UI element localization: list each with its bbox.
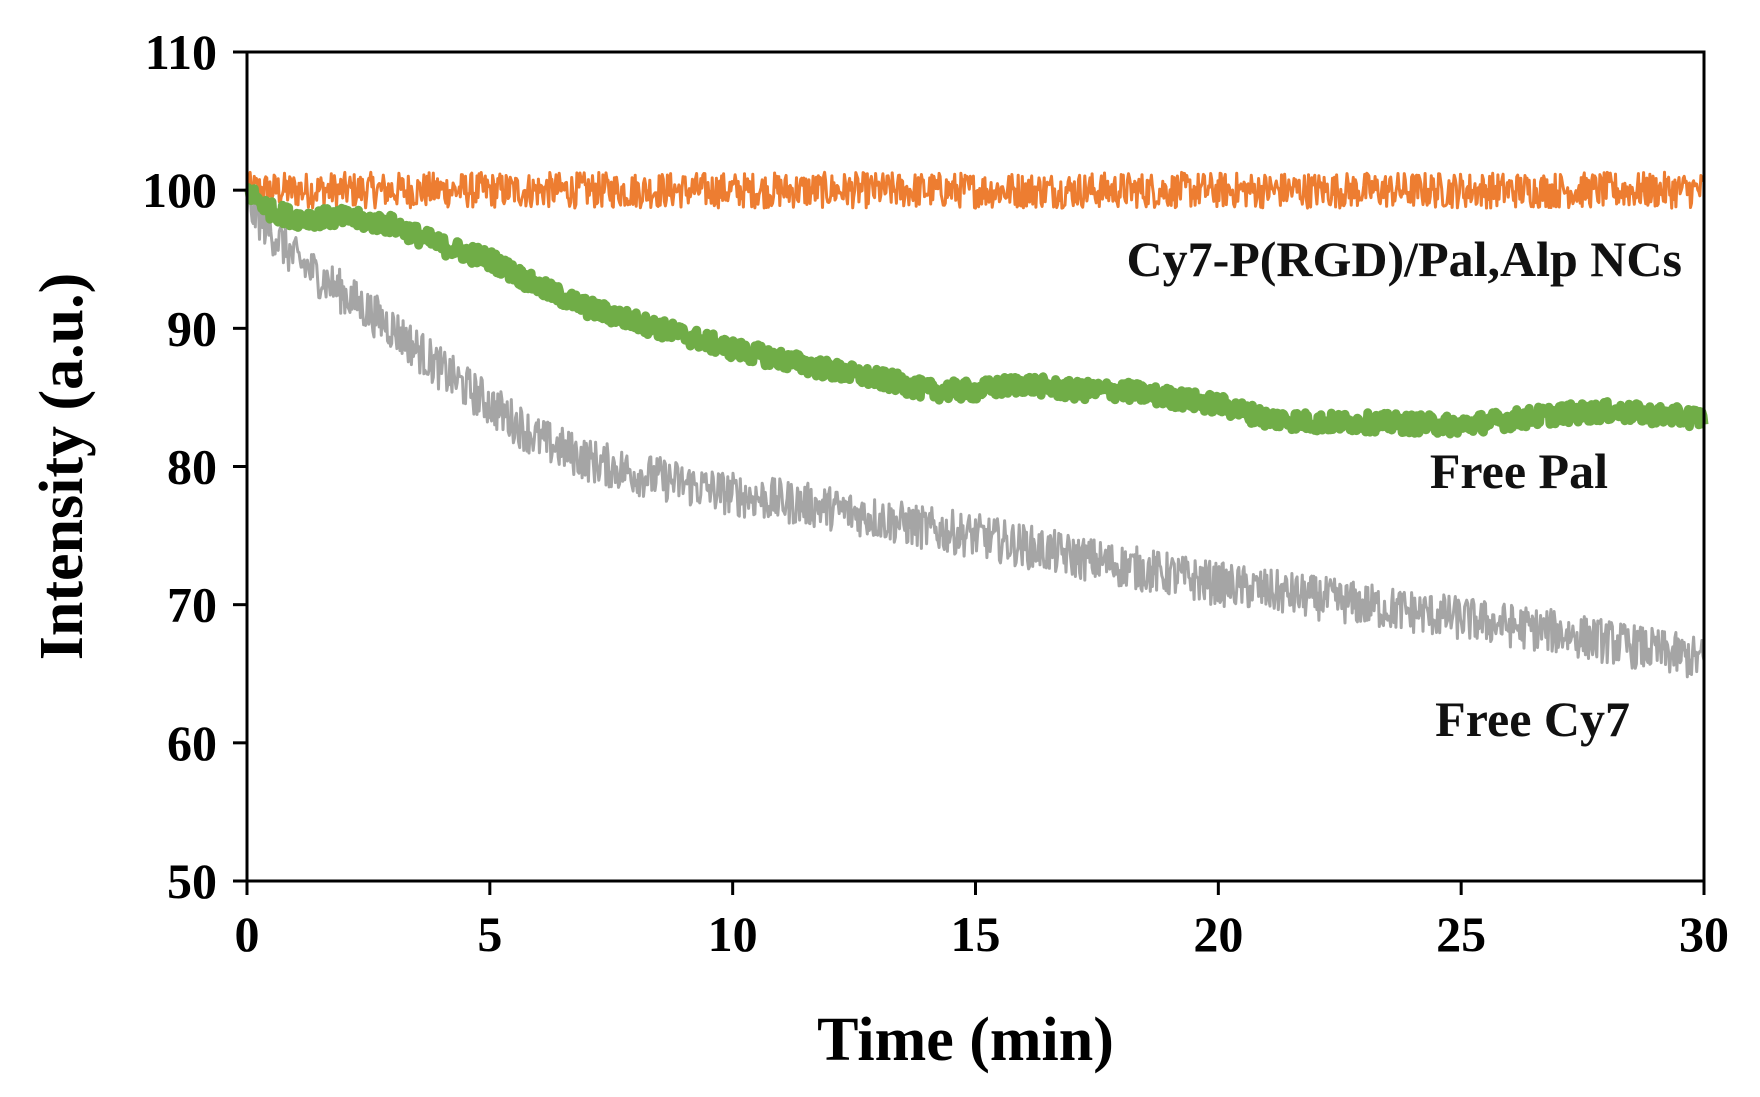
y-axis-title: Intensity (a.u.) (28, 273, 96, 661)
series-line-free-pal (243, 183, 1709, 439)
y-tick-label: 90 (167, 300, 217, 356)
series-label-cy7-nanocomplex: Cy7-P(RGD)/Pal,Alp NCs (1126, 231, 1682, 287)
y-tick-label: 60 (167, 715, 217, 771)
x-tick-label: 15 (951, 906, 1001, 962)
x-tick-label: 10 (708, 906, 758, 962)
y-tick-label: 80 (167, 439, 217, 495)
y-axis-ticks: 50 60 70 80 90 100 110 (142, 24, 247, 909)
x-axis-ticks: 0 5 10 15 20 25 30 (235, 881, 1729, 962)
x-tick-label: 5 (477, 906, 502, 962)
y-tick-label: 50 (167, 853, 217, 909)
y-tick-label: 100 (142, 162, 217, 218)
series-line-cy7-p-rgd-pal-alp-ncs (245, 170, 1705, 210)
x-tick-label: 30 (1679, 906, 1729, 962)
x-tick-label: 25 (1436, 906, 1486, 962)
x-tick-label: 20 (1193, 906, 1243, 962)
series-label-free-cy7: Free Cy7 (1435, 691, 1630, 747)
plot-lines (243, 170, 1709, 679)
y-tick-label: 70 (167, 577, 217, 633)
series-line-free-cy7 (245, 190, 1706, 679)
x-axis-title: Time (min) (817, 1006, 1114, 1074)
x-tick-label: 0 (235, 906, 260, 962)
series-label-free-pal: Free Pal (1430, 443, 1608, 499)
y-tick-label: 110 (145, 24, 217, 80)
